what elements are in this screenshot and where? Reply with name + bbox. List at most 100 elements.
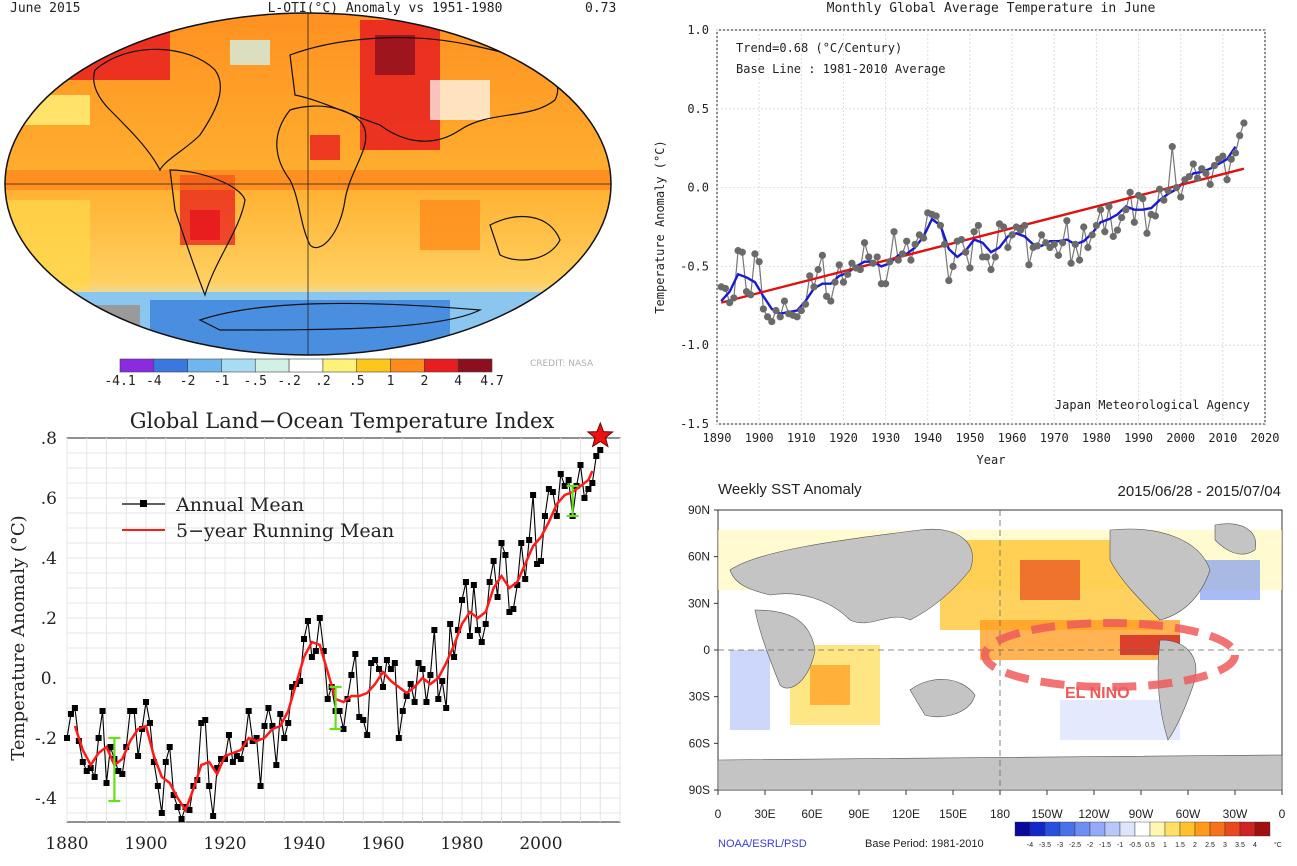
record-star-icon <box>586 421 614 448</box>
gistemp-annual-marker <box>154 783 161 789</box>
sst-colorbar-cell <box>1089 821 1106 837</box>
sst-lat-label: 60S <box>689 736 710 750</box>
gistemp-annual-marker <box>253 735 260 741</box>
jma-xtick-label: 1930 <box>871 431 900 445</box>
jma-xtick-label: 1900 <box>745 431 774 445</box>
nasa-colorbar-label: 1 <box>387 374 395 389</box>
jma-data-point <box>831 278 839 286</box>
jma-data-point <box>1080 223 1088 231</box>
sst-title: Weekly SST Anomaly <box>718 481 862 498</box>
jma-data-point <box>780 297 789 305</box>
jma-data-point <box>1151 212 1159 220</box>
jma-data-point <box>1071 240 1079 248</box>
jma-data-point <box>738 248 746 256</box>
jma-data-point <box>1143 229 1151 237</box>
sst-colorbar-cell <box>1254 821 1271 837</box>
jma-data-point <box>936 221 945 230</box>
nasa-colorbar-cell <box>390 358 425 373</box>
legend-annual-label: Annual Mean <box>175 494 304 516</box>
nasa-map-panel: June 2015 L-OTI(°C) Anomaly vs 1951-1980… <box>0 0 640 400</box>
gistemp-annual-marker <box>83 768 90 774</box>
jma-data-point <box>1067 259 1075 267</box>
jma-data-point <box>991 253 999 261</box>
el-nino-ellipse <box>981 619 1239 691</box>
gistemp-annual-marker <box>119 771 126 777</box>
gistemp-annual-marker <box>289 684 296 690</box>
jma-data-point <box>894 256 902 264</box>
gistemp-annual-marker <box>214 765 221 771</box>
nasa-colorbar-label: -.2 <box>277 374 300 389</box>
nasa-colorbar-cell <box>221 358 256 373</box>
sst-colorbar-label: -2 <box>1087 842 1093 849</box>
jma-xtick-label: 2000 <box>1166 431 1195 445</box>
sst-base-period: Base Period: 1981-2010 <box>865 838 984 850</box>
gistemp-annual-marker <box>186 807 193 813</box>
jma-xtick-label: 2020 <box>1251 431 1280 445</box>
gistemp-annual-marker <box>91 774 98 780</box>
gistemp-annual-marker <box>143 699 149 705</box>
sst-colorbar-cell <box>1239 821 1256 837</box>
gistemp-annual-marker <box>210 813 217 819</box>
gistemp-annual-marker <box>336 708 343 714</box>
nasa-title-left: June 2015 <box>10 1 80 16</box>
gistemp-annual-marker <box>99 708 106 714</box>
gistemp-series <box>64 421 614 822</box>
jma-data-point <box>869 259 877 267</box>
sst-lat-label: 90N <box>688 503 710 517</box>
gistemp-annual-marker <box>170 792 177 798</box>
sst-colorbar-label: 1 <box>1163 842 1167 849</box>
gistemp-annual-marker <box>459 597 465 603</box>
gistemp-annual-marker <box>415 660 422 666</box>
sst-lon-label: 180 <box>990 807 1010 821</box>
gistemp-annual-marker <box>269 723 276 729</box>
gistemp-ylabel: Temperature Anomaly (°C) <box>8 515 29 760</box>
nasa-title-center: L-OTI(°C) Anomaly vs 1951-1980 <box>268 1 503 16</box>
jma-data-point <box>1168 143 1176 151</box>
jma-xtick-label: 2010 <box>1208 431 1237 445</box>
jma-data-point <box>839 278 848 286</box>
jma-xtick-label: 1980 <box>1082 431 1111 445</box>
gistemp-chart-svg: Global Land−Ocean Temperature Index 1880… <box>8 409 621 854</box>
gistemp-annual-marker <box>435 696 442 702</box>
jma-ytick-label: -1.0 <box>680 338 709 352</box>
gistemp-annual-marker <box>225 732 232 738</box>
jma-xtick-label: 1990 <box>1124 431 1153 445</box>
jma-data-point <box>1004 243 1012 252</box>
jma-annotation-trend: Trend=0.68 (°C/Century) <box>736 41 902 55</box>
jma-data-point <box>1097 206 1105 214</box>
gistemp-xtick-label: 1960 <box>361 834 404 854</box>
jma-ylabel: Temperature Anomaly (°C) <box>653 140 667 313</box>
nasa-colorbar-label: .5 <box>349 374 365 389</box>
gistemp-annual-marker <box>364 732 371 738</box>
gistemp-annual-marker <box>549 489 556 495</box>
gistemp-ticks: 1880 1900 1920 1940 1960 1980 2000 .8 .6 .4 .2 0. -.… <box>35 429 563 854</box>
gistemp-annual-marker <box>71 705 78 711</box>
sst-lon-label: 120E <box>892 807 920 821</box>
jma-data-point <box>848 259 856 267</box>
sst-colorbar-cell <box>1074 821 1091 837</box>
gistemp-annual-marker <box>316 615 323 621</box>
gistemp-annual-marker <box>581 495 588 501</box>
gistemp-annual-marker <box>522 576 529 582</box>
sst-lon-label: 90W <box>1129 807 1154 821</box>
jma-data-point <box>827 297 835 305</box>
jma-data-point <box>970 228 978 236</box>
gistemp-annual-marker <box>174 804 181 810</box>
gistemp-annual-marker <box>352 651 359 657</box>
jma-data-point <box>860 239 869 247</box>
gistemp-annual-marker <box>320 648 327 654</box>
gistemp-annual-marker <box>506 609 513 615</box>
gistemp-annual-marker <box>107 744 114 750</box>
jma-source: Japan Meteorological Agency <box>1055 398 1250 412</box>
jma-xtick-label: 1950 <box>955 431 984 445</box>
jma-data-point <box>1164 187 1172 195</box>
jma-data-point <box>911 240 919 248</box>
jma-data-point <box>1126 188 1134 196</box>
gistemp-annual-marker <box>593 453 600 459</box>
gistemp-annual-marker <box>462 579 469 585</box>
jma-data-point <box>882 280 890 288</box>
gistemp-title: Global Land−Ocean Temperature Index <box>130 409 555 433</box>
gistemp-annual-marker <box>597 447 604 453</box>
jma-data-point <box>966 264 974 272</box>
sst-colorbar-cell <box>1134 821 1151 837</box>
